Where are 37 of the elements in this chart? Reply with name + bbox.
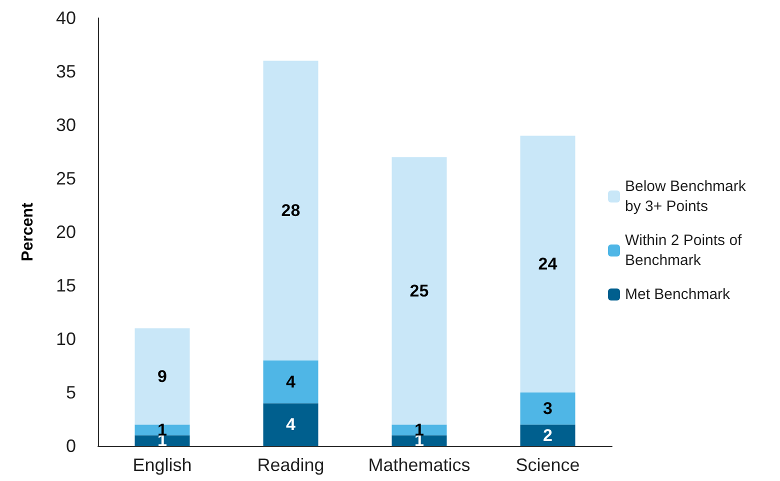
legend-label: Below Benchmark by 3+ Points <box>625 178 750 215</box>
x-tick-label: Science <box>516 455 580 475</box>
x-tick-label: English <box>132 455 192 475</box>
bar <box>263 60 318 360</box>
bar <box>392 424 447 436</box>
bar <box>392 157 447 425</box>
y-tick-label: 15 <box>56 276 76 296</box>
bar <box>263 403 318 446</box>
data-label: 25 <box>410 281 429 300</box>
bar <box>134 328 190 425</box>
data-label: 28 <box>281 201 300 220</box>
data-label: 9 <box>158 366 167 386</box>
y-axis-title: Percent <box>20 202 36 262</box>
y-tick-label: 0 <box>66 436 76 456</box>
bar <box>520 392 576 425</box>
y-tick-label: 25 <box>56 168 76 188</box>
bar <box>520 136 576 392</box>
y-tick-label: 20 <box>56 222 76 242</box>
data-label: 3 <box>543 399 552 418</box>
data-label: 24 <box>538 254 558 274</box>
bar <box>134 435 190 446</box>
bar <box>520 424 576 446</box>
legend-label: Within 2 Points of Benchmark <box>625 232 746 269</box>
data-label: 2 <box>543 426 552 445</box>
y-tick-label: 5 <box>66 382 76 402</box>
bar <box>134 424 190 436</box>
legend-label: Met Benchmark <box>625 286 731 303</box>
x-tick-label: Mathematics <box>368 455 470 475</box>
y-tick-label: 30 <box>56 115 76 135</box>
data-label: 4 <box>286 415 296 434</box>
bar <box>263 360 318 404</box>
y-tick-label: 10 <box>56 329 76 349</box>
bar <box>392 435 447 446</box>
data-label: 4 <box>286 372 296 392</box>
y-tick-label: 40 <box>56 8 76 28</box>
y-tick-label: 35 <box>56 62 76 82</box>
x-tick-label: Reading <box>257 455 324 475</box>
